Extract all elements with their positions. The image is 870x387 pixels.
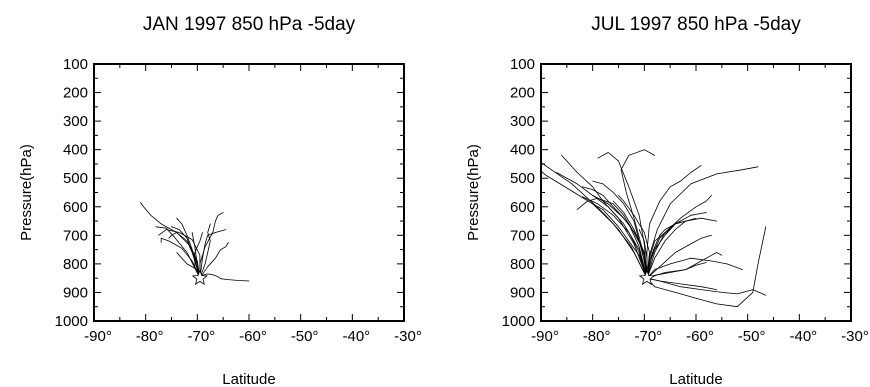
x-axis-label: Latitude [222,371,275,387]
x-tick-label: -70° [634,328,662,345]
trajectory-line [155,226,201,279]
x-tick-label: -60° [239,328,267,345]
trajectory-line [592,203,648,279]
y-tick-label: 400 [510,142,535,159]
x-tick-label: -30° [394,328,422,345]
y-tick-label: 800 [63,256,88,273]
trajectory-line [612,200,648,279]
y-tick-label: 900 [63,284,88,301]
y-tick-label: 600 [63,199,88,216]
trajectory-line [646,166,759,279]
y-tick-label: 200 [510,85,535,102]
x-tick-label: -80° [136,328,164,345]
trajectory-line [620,149,656,279]
y-tick-label: 200 [63,85,88,102]
trajectory-line [176,217,201,279]
trajectory-line [646,165,702,279]
x-tick-label: -40° [342,328,370,345]
trajectory-line [176,252,201,279]
y-axis-label: Pressure(hPa) [18,144,35,241]
y-tick-label: 100 [510,56,535,73]
trajectory-line [140,202,201,279]
x-tick-label: -70° [187,328,215,345]
trajectory-line [646,257,743,279]
trajectory-line [597,152,648,279]
x-tick-label: -90° [531,328,559,345]
trajectory-line [638,229,648,279]
chart-title: JUL 1997 850 hPa -5day [591,14,801,35]
trajectory-line [194,232,203,279]
y-tick-label: 600 [510,199,535,216]
trajectory-line [160,237,201,279]
trajectory-line [646,226,767,308]
x-tick-label: -30° [841,328,869,345]
trajectory-line [618,195,650,279]
y-tick-label: 1000 [55,313,88,330]
y-tick-label: 500 [510,170,535,187]
plot-frame [93,63,405,322]
trajectory-line [581,196,648,279]
chart-title: JAN 1997 850 hPa -5day [143,14,356,35]
trajectory-line [646,277,767,296]
origin-star-icon [638,269,656,286]
y-tick-label: 100 [63,56,88,73]
panel-jan: JAN 1997 850 hPa -5day -90° -80° -70° -60° -5… [18,14,422,387]
panel-jul: JUL 1997 850 hPa -5day -90° -80° -70° -60° -5… [465,14,869,387]
trajectory-line [199,273,250,282]
x-tick-label: -60° [686,328,714,345]
plot-frame [540,63,852,322]
trajectory-line [158,229,201,279]
x-tick-label: -40° [789,328,817,345]
trajectory-line [592,180,648,279]
y-tick-label: 700 [510,227,535,244]
trajectory-line [199,223,211,279]
y-tick-label: 300 [63,113,88,130]
trajectory-line [168,232,201,279]
x-tick-label: -90° [84,328,112,345]
trajectory-line [199,242,229,279]
x-axis-label: Latitude [669,371,722,387]
x-tick-label: -50° [738,328,766,345]
trajectory-line [561,155,648,279]
trajectory-line [199,229,227,279]
trajectory-line [581,186,648,279]
trajectory-line [646,217,718,279]
trajectory-line [646,234,712,279]
y-tick-label: 300 [510,113,535,130]
trajectory-line [646,195,712,279]
y-axis-label: Pressure(hPa) [465,144,482,241]
y-tick-label: 400 [63,142,88,159]
y-tick-label: 800 [510,256,535,273]
trajectory-line [556,172,648,279]
x-tick-label: -50° [291,328,319,345]
trajectory-line [646,212,707,279]
y-tick-label: 900 [510,284,535,301]
y-tick-label: 700 [63,227,88,244]
y-tick-label: 500 [63,170,88,187]
trajectory-line [646,277,718,290]
trajectory-line [540,162,648,279]
origin-star-icon [191,269,209,286]
trajectory-line [646,252,723,279]
y-tick-label: 1000 [502,313,535,330]
trajectory-line [576,197,648,279]
x-tick-label: -80° [583,328,611,345]
